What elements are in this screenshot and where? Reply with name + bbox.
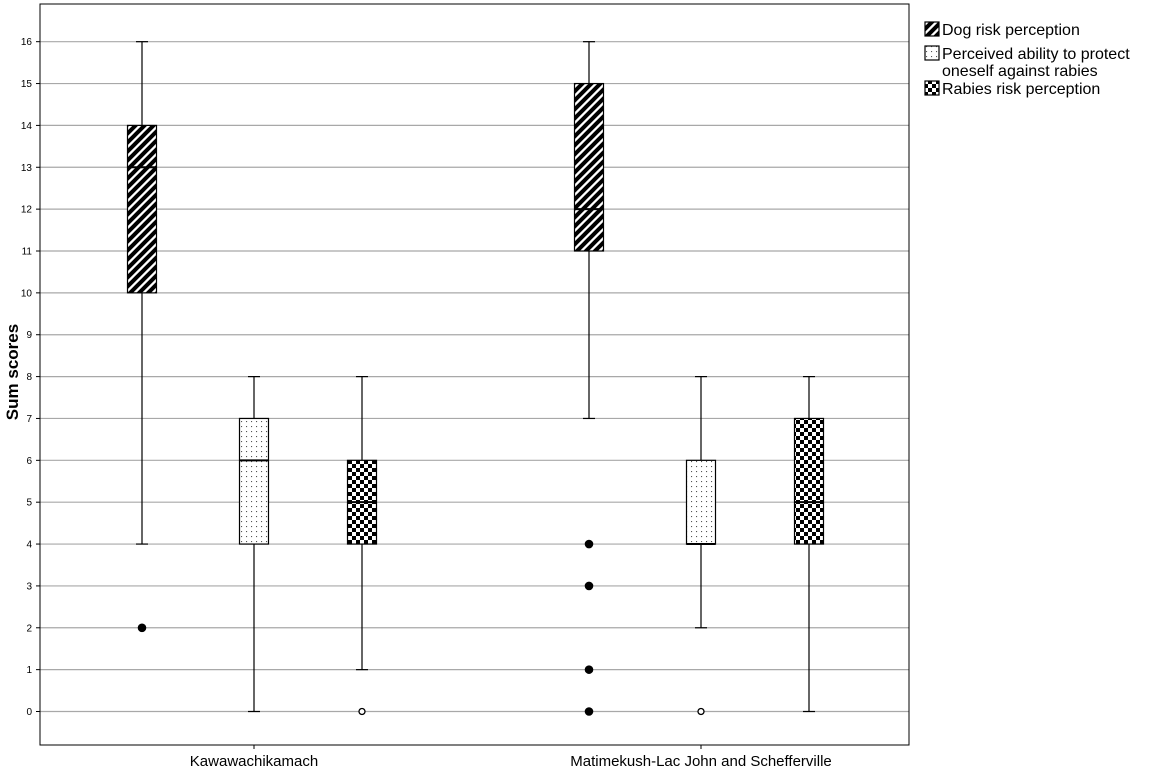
y-tick-label-13: 13 <box>21 163 33 174</box>
outlier-point <box>584 581 594 591</box>
y-tick-label-16: 16 <box>21 37 33 48</box>
box-layer <box>126 41 825 716</box>
extreme-point <box>358 707 366 716</box>
x-category-label-0: Kawawachikamach <box>190 753 318 770</box>
y-axis-title: Sum scores <box>3 324 22 420</box>
legend-label: Rabies risk perception <box>942 81 1100 98</box>
box-2-0 <box>346 375 378 716</box>
y-tick-label-3: 3 <box>26 581 32 592</box>
plot-frame <box>39 3 910 746</box>
iqr-box <box>126 124 158 294</box>
outlier-point <box>584 539 594 549</box>
y-tick-label-6: 6 <box>26 456 32 467</box>
legend-item-2: Rabies risk perception <box>924 80 1100 98</box>
gridlines <box>40 41 909 713</box>
legend-swatch <box>924 45 940 61</box>
box-0-1 <box>573 41 605 716</box>
plot-border <box>39 3 910 746</box>
extreme-point <box>697 707 705 716</box>
outlier-point <box>584 707 594 716</box>
y-tick-label-8: 8 <box>26 372 32 383</box>
y-tick-label-1: 1 <box>26 665 32 676</box>
legend: Dog risk perception Perceived ability to … <box>924 21 1130 98</box>
iqr-box <box>573 82 605 252</box>
x-category-label-1: Matimekush-Lac John and Schefferville <box>570 753 832 770</box>
box-1-0 <box>238 375 270 713</box>
x-axis-categories: Kawawachikamach Matimekush-Lac John and S… <box>190 745 832 770</box>
box-2-1 <box>793 375 825 713</box>
legend-label: Dog risk perception <box>942 22 1080 39</box>
y-tick-label-4: 4 <box>26 540 32 551</box>
legend-item-0: Dog risk perception <box>924 21 1080 39</box>
iqr-box <box>793 417 825 545</box>
y-tick-label-11: 11 <box>22 247 33 258</box>
outlier-point <box>137 623 147 633</box>
legend-swatch <box>924 21 940 37</box>
box-1-1 <box>685 375 717 716</box>
y-tick-label-10: 10 <box>21 288 33 299</box>
y-tick-label-7: 7 <box>26 414 32 425</box>
legend-label: oneself against rabies <box>942 63 1098 80</box>
y-tick-label-15: 15 <box>21 79 33 90</box>
y-tick-label-2: 2 <box>26 623 32 634</box>
iqr-box <box>238 417 270 545</box>
y-tick-label-14: 14 <box>21 121 33 132</box>
y-tick-label-0: 0 <box>26 707 32 718</box>
y-tick-label-9: 9 <box>26 330 32 341</box>
iqr-box <box>685 459 717 545</box>
y-tick-label-5: 5 <box>26 498 32 509</box>
legend-swatch <box>924 80 940 96</box>
box-0-0 <box>126 41 158 633</box>
y-tick-label-12: 12 <box>21 205 33 216</box>
legend-label: Perceived ability to protect <box>942 46 1130 63</box>
outlier-point <box>584 665 594 674</box>
